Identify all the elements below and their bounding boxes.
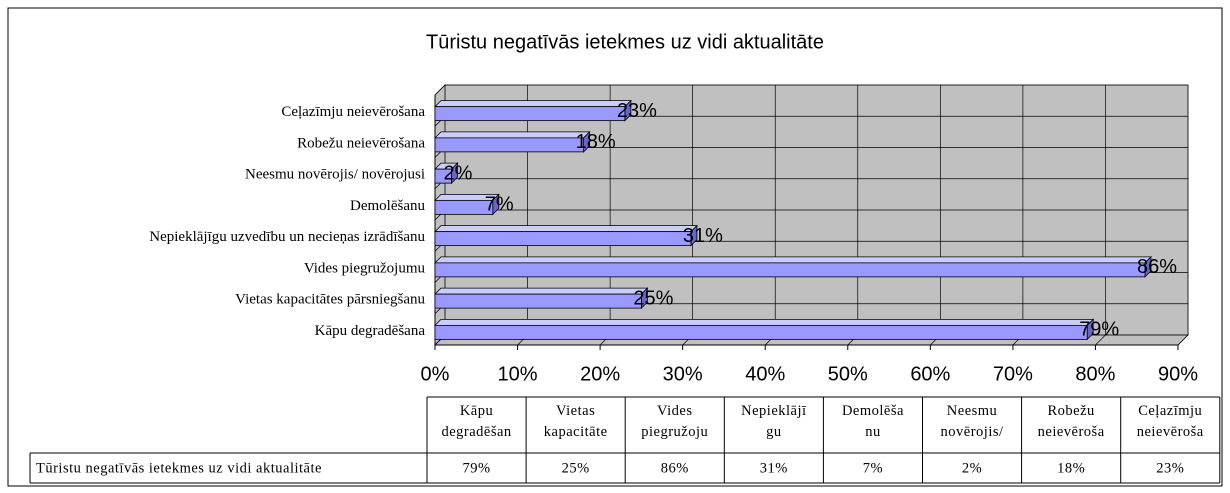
table-header-line: neievēroša [1038, 424, 1105, 440]
bar [434, 324, 1088, 340]
table-header: Vides piegružoju [641, 403, 708, 440]
table-row-label: Tūristu negatīvās ietekmes uz vidi aktua… [36, 460, 322, 476]
data-label: 2% [444, 162, 473, 184]
table-value: 25% [562, 460, 590, 476]
bar-top [434, 318, 1095, 326]
bar [434, 262, 1146, 278]
y-tick-label: Nepieklājīgu uzvedību un necieņas izrādī… [149, 229, 425, 245]
data-label: 31% [683, 225, 723, 247]
bar [434, 168, 452, 184]
table-header-line: Kāpu [460, 403, 493, 419]
table-header-line: Vides [657, 403, 692, 419]
x-tick-label: 0% [421, 363, 450, 385]
y-tick-label: Vides piegružojumu [304, 260, 426, 276]
table-value: 23% [1156, 460, 1184, 476]
data-label: 23% [617, 100, 657, 122]
table-header: Kāpu degradēšan [441, 403, 511, 440]
bar [434, 293, 642, 309]
x-tick-label: 70% [993, 363, 1033, 385]
table-header: Nepieklājī gu [741, 403, 807, 440]
table-value: 31% [760, 460, 788, 476]
y-tick-label: Vietas kapacitātes pārsniegšanu [235, 292, 425, 308]
table-header-line: Demolēša [842, 403, 904, 419]
table-value: 79% [463, 460, 491, 476]
table-header-line: nu [865, 424, 881, 440]
data-label: 25% [633, 287, 673, 309]
table-header-line: piegružoju [641, 424, 708, 440]
grid-line [1177, 85, 1189, 346]
table-header-line: Ceļazīmju [1138, 403, 1202, 419]
table-header-line: neievēroša [1137, 424, 1204, 440]
x-tick-label: 90% [1158, 363, 1198, 385]
x-tick-label: 40% [745, 363, 785, 385]
table-value: 2% [962, 460, 982, 476]
table-header: Robežu neievēroša [1038, 403, 1105, 440]
x-tick-label: 30% [663, 363, 703, 385]
x-tick-label: 60% [910, 363, 950, 385]
table-header-line: Neesmu [947, 403, 998, 419]
table-header-line: Nepieklājī [741, 403, 807, 419]
table-header-line: novērojis/ [941, 424, 1004, 440]
table-value: 18% [1057, 460, 1085, 476]
table-value: 86% [661, 460, 689, 476]
bar-top [434, 100, 632, 108]
table-header: Vietas kapacitāte [544, 403, 608, 440]
x-tick-label: 50% [828, 363, 868, 385]
data-label: 7% [485, 194, 514, 216]
table-header: Neesmu novērojis/ [941, 403, 1004, 440]
table-value: 7% [863, 460, 883, 476]
table-header-line: kapacitāte [544, 424, 608, 440]
y-tick-label: Demolēšanu [350, 198, 425, 214]
bar-top [434, 256, 1152, 264]
bar-top [434, 131, 591, 139]
x-tick-label: 10% [498, 363, 538, 385]
x-tick-label: 80% [1075, 363, 1115, 385]
bar [434, 231, 692, 247]
y-tick-label: Ceļazīmju neievērošana [281, 104, 425, 120]
table-header-line: degradēšan [441, 424, 511, 440]
table-header-line: Vietas [556, 403, 595, 419]
bar-top [434, 225, 698, 233]
bar [434, 199, 494, 215]
table-header: Ceļazīmju neievēroša [1137, 403, 1204, 440]
table-header: Demolēša nu [842, 403, 904, 440]
data-label: 18% [576, 131, 616, 153]
table-header-line: gu [766, 424, 782, 440]
grid-line [1095, 85, 1106, 346]
y-tick-label: Robežu neievērošana [297, 135, 425, 151]
chart-title: Tūristu negatīvās ietekmes uz vidi aktua… [426, 31, 824, 53]
data-label: 86% [1137, 256, 1177, 278]
table-header-line: Robežu [1048, 403, 1095, 419]
y-tick-label: Kāpu degradēšana [315, 323, 426, 339]
data-label: 79% [1079, 319, 1119, 341]
bar [434, 106, 626, 122]
bar-top [434, 287, 649, 295]
bar [434, 137, 585, 153]
x-tick-label: 20% [580, 363, 620, 385]
y-tick-label: Neesmu novērojis/ novērojusi [245, 167, 425, 183]
